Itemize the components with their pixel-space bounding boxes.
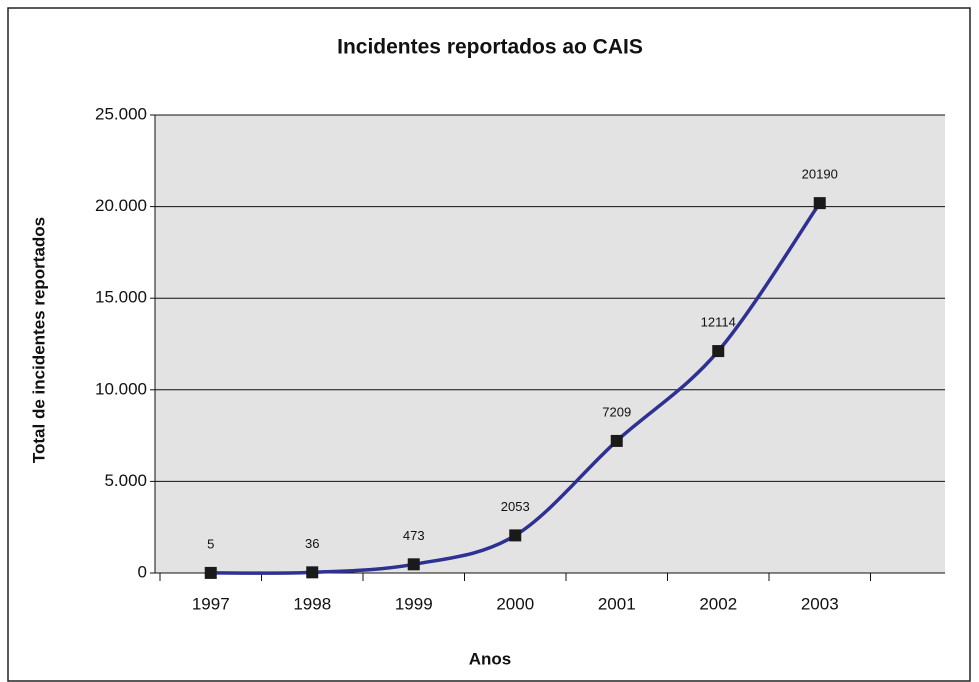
data-label: 36 [305, 536, 319, 551]
x-tick-label: 2000 [496, 594, 534, 613]
y-axis-label: Total de incidentes reportados [29, 217, 48, 463]
marker [407, 558, 420, 571]
chart-title: Incidentes reportados ao CAIS [337, 36, 643, 59]
data-label: 5 [207, 536, 214, 551]
y-tick-label: 0 [138, 562, 147, 581]
y-tick-label: 10.000 [95, 379, 147, 398]
data-label: 7209 [602, 404, 631, 419]
marker [813, 197, 826, 210]
data-label: 12114 [701, 315, 736, 330]
data-label: 473 [403, 528, 425, 543]
y-tick-label: 15.000 [95, 288, 147, 307]
y-tick-label: 25.000 [95, 104, 147, 123]
y-tick-label: 5.000 [104, 471, 147, 490]
x-tick-label: 2001 [598, 594, 636, 613]
data-label: 2053 [501, 499, 530, 514]
marker [306, 566, 319, 579]
marker [204, 566, 217, 579]
x-tick-label: 2003 [801, 594, 839, 613]
x-tick-label: 1999 [395, 594, 433, 613]
x-axis-label: Anos [469, 649, 512, 668]
data-label: 20190 [802, 167, 838, 182]
marker [610, 434, 623, 447]
marker [712, 345, 725, 358]
y-tick-label: 20.000 [95, 196, 147, 215]
x-tick-label: 2002 [699, 594, 737, 613]
x-tick-label: 1997 [192, 594, 230, 613]
plot-area [155, 115, 945, 573]
x-tick-label: 1998 [293, 594, 331, 613]
marker [509, 529, 522, 542]
